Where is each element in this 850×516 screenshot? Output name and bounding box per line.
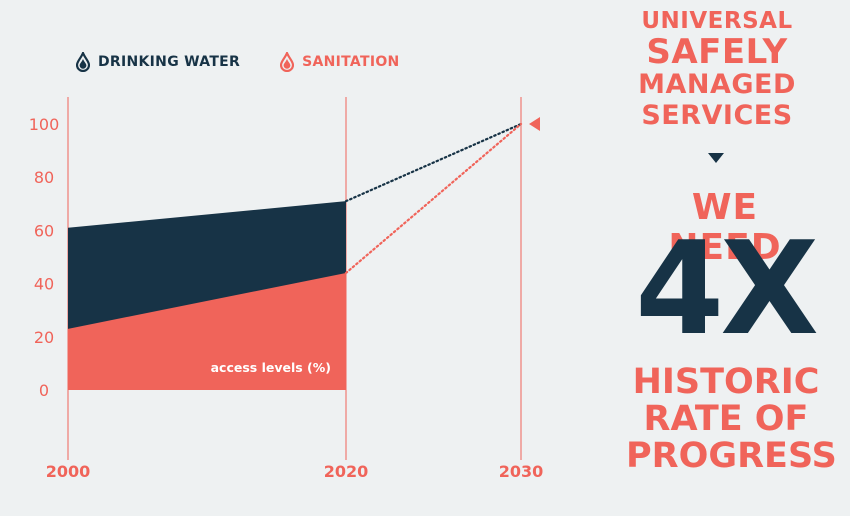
area-sanitation (68, 272, 346, 390)
annotation-access-levels: access levels (%) (211, 360, 331, 375)
water-drop-icon (280, 52, 295, 72)
y-tick-label: 20 (34, 328, 54, 347)
x-tick-label: 2030 (499, 462, 544, 481)
multiplier-text: 4X (635, 215, 819, 364)
legend-label-sanitation: SANITATION (302, 54, 400, 70)
y-tick-label: 40 (34, 275, 54, 294)
legend-label-drinking-water: DRINKING WATER (98, 54, 241, 70)
headline-line-2: SAFELY (646, 32, 788, 72)
legend-item-sanitation: SANITATION (280, 52, 399, 72)
target-marker-icon (529, 117, 540, 131)
projection-sanitation (344, 122, 523, 275)
legend-item-drinking-water: DRINKING WATER (76, 52, 240, 72)
chart-legend: DRINKING WATER SANITATION (76, 52, 400, 72)
headline-line-4: SERVICES (641, 100, 793, 131)
x-tick-label: 2020 (324, 462, 369, 481)
y-tick-label: 60 (34, 221, 54, 240)
we-need-text: WE NEED (668, 187, 782, 268)
headline-line-3: MANAGED (638, 69, 796, 100)
headline-panel: UNIVERSAL SAFELY MANAGED SERVICES WE NEE… (612, 0, 850, 516)
bottom-line-2: RATE OF (643, 399, 809, 439)
arrow-down-icon (708, 153, 724, 163)
y-tick-label: 100 (29, 115, 60, 134)
historic-rate-text: HISTORIC RATE OF PROGRESS (626, 362, 837, 476)
headline-line-1: UNIVERSAL (641, 8, 793, 34)
x-tick-label: 2000 (46, 462, 91, 481)
access-chart: 0 20 40 60 80 100 2000 2020 2030 access levels (%… (29, 97, 544, 481)
y-tick-label: 0 (39, 381, 49, 400)
bottom-line-1: HISTORIC (632, 362, 820, 402)
y-tick-label: 80 (34, 168, 54, 187)
projection-drinking-water (344, 122, 523, 203)
bottom-line-3: PROGRESS (626, 436, 837, 476)
target-headline: UNIVERSAL SAFELY MANAGED SERVICES (612, 8, 822, 131)
water-drop-icon (76, 52, 90, 72)
